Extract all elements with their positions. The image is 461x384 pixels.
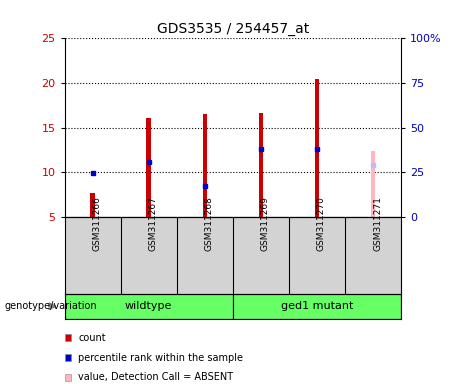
Bar <box>147 118 151 217</box>
Bar <box>371 151 375 217</box>
Bar <box>259 113 263 217</box>
Bar <box>202 114 207 217</box>
Text: value, Detection Call = ABSENT: value, Detection Call = ABSENT <box>78 372 233 382</box>
Bar <box>90 193 95 217</box>
Text: wildtype: wildtype <box>125 301 172 311</box>
Title: GDS3535 / 254457_at: GDS3535 / 254457_at <box>157 22 309 36</box>
Text: GSM311271: GSM311271 <box>373 196 382 250</box>
Text: percentile rank within the sample: percentile rank within the sample <box>78 353 243 362</box>
Text: GSM311268: GSM311268 <box>205 196 214 250</box>
Text: GSM311266: GSM311266 <box>93 196 101 250</box>
Text: genotype/variation: genotype/variation <box>5 301 97 311</box>
Bar <box>315 79 319 217</box>
Text: count: count <box>78 333 106 343</box>
Text: GSM311267: GSM311267 <box>148 196 158 250</box>
Text: GSM311269: GSM311269 <box>261 196 270 250</box>
Bar <box>65 294 233 319</box>
Text: ged1 mutant: ged1 mutant <box>281 301 353 311</box>
Bar <box>233 294 401 319</box>
Text: GSM311270: GSM311270 <box>317 196 326 250</box>
